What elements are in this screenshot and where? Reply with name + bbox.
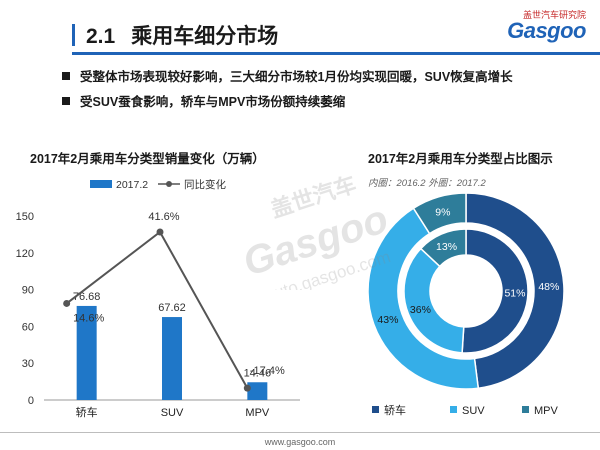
legend-label-line: 同比变化	[184, 178, 226, 191]
bullet-text: 受SUV蚕食影响，轿车与MPV市场份额持续萎缩	[80, 95, 346, 109]
legend-label: MPV	[534, 405, 559, 417]
line-point	[63, 299, 71, 307]
bullet-text: 受整体市场表现较好影响，三大细分市场较1月份均实现回暖，SUV恢复高增长	[80, 70, 513, 84]
legend-label: SUV	[462, 405, 485, 417]
logo-subtitle: 盖世汽车研究院	[522, 10, 586, 20]
line-point	[156, 228, 164, 236]
outer-slice	[412, 192, 467, 235]
bar	[247, 382, 268, 400]
bar-line-chart: 2017.2 同比变化 0 30 60 90 120 150 76.68 轿车 67.62 SUV 14…	[16, 178, 300, 419]
legend-swatch	[450, 406, 457, 413]
bar-value-label: 67.62	[158, 302, 186, 314]
outer-slice	[367, 207, 480, 390]
footer-divider	[0, 432, 600, 433]
bar-value-label: 14.46	[244, 367, 272, 379]
legend-label: 轿车	[384, 403, 406, 417]
inner-value-label: 51%	[504, 288, 525, 300]
page-title: 2.1 乘用车细分市场	[86, 20, 278, 50]
line-value-label: -17.4%	[250, 365, 285, 377]
bar	[76, 305, 97, 400]
inner-slice	[403, 247, 465, 354]
x-tick-label: 轿车	[76, 405, 98, 419]
bar-chart-title: 2017年2月乘用车分类型销量变化（万辆）	[30, 152, 265, 166]
donut-chart-title: 2017年2月乘用车分类型占比图示	[368, 152, 553, 166]
inner-slice	[461, 228, 529, 354]
donut-legend: 轿车 SUV MPV	[372, 403, 559, 417]
legend-marker-line	[166, 181, 172, 187]
x-tick-label: MPV	[245, 407, 270, 419]
footer-url: www.gasgoo.com	[264, 437, 336, 447]
section-number: 2.1	[86, 25, 116, 48]
inner-slice	[419, 228, 467, 268]
outer-value-label: 43%	[377, 314, 398, 326]
y-tick-label: 150	[16, 211, 34, 223]
legend-swatch-bar	[90, 180, 112, 188]
chart-legend: 2017.2 同比变化	[90, 178, 226, 191]
y-tick-label: 120	[16, 248, 34, 260]
y-tick-label: 90	[22, 285, 34, 297]
inner-value-label: 13%	[436, 241, 457, 253]
legend-swatch	[372, 406, 379, 413]
section-title-text: 乘用车细分市场	[131, 25, 279, 48]
line-value-label: 41.6%	[148, 211, 179, 223]
bullet-square-icon	[62, 97, 70, 105]
outer-slice	[465, 192, 565, 390]
header-divider	[72, 52, 600, 55]
y-tick-label: 30	[22, 358, 34, 370]
donut-chart: 内圈：2016.2 外圈：2017.2 48% 43% 9% 51% 36% 13% 轿车 SU…	[367, 178, 565, 417]
logo-wordmark: Gasgoo	[507, 18, 586, 43]
donut-subtitle: 内圈：2016.2 外圈：2017.2	[368, 178, 486, 189]
gasgoo-logo: 盖世汽车研究院 Gasgoo	[490, 8, 586, 46]
header-accent	[72, 24, 75, 46]
outer-value-label: 9%	[435, 206, 450, 218]
line-point	[243, 384, 251, 392]
bullet-item: 受SUV蚕食影响，轿车与MPV市场份额持续萎缩	[62, 91, 592, 110]
y-tick-label: 0	[28, 395, 34, 407]
outer-value-label: 48%	[538, 281, 559, 293]
legend-swatch	[522, 406, 529, 413]
x-tick-label: SUV	[161, 407, 184, 419]
legend-label-bar: 2017.2	[116, 179, 148, 191]
bar	[162, 317, 182, 400]
bullet-square-icon	[62, 72, 70, 80]
bullet-item: 受整体市场表现较好影响，三大细分市场较1月份均实现回暖，SUV恢复高增长	[62, 66, 592, 85]
line-value-label: 14.6%	[73, 312, 104, 324]
header-bar	[0, 0, 600, 50]
bullet-list: 受整体市场表现较好影响，三大细分市场较1月份均实现回暖，SUV恢复高增长 受SU…	[62, 66, 592, 116]
y-tick-label: 60	[22, 321, 34, 333]
inner-value-label: 36%	[410, 304, 431, 316]
bar-value-label: 76.68	[73, 291, 101, 303]
